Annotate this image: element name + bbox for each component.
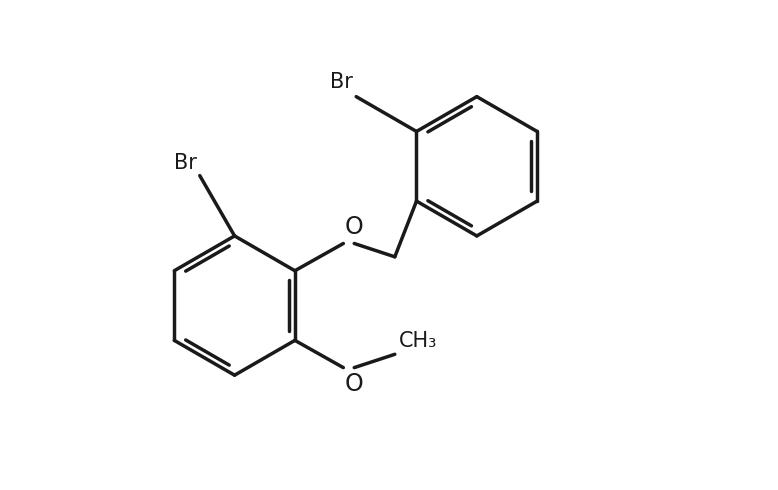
Text: CH₃: CH₃ (398, 331, 436, 351)
Text: O: O (345, 215, 363, 239)
Text: Br: Br (173, 152, 197, 172)
Text: O: O (345, 372, 363, 396)
Text: Br: Br (331, 73, 353, 93)
